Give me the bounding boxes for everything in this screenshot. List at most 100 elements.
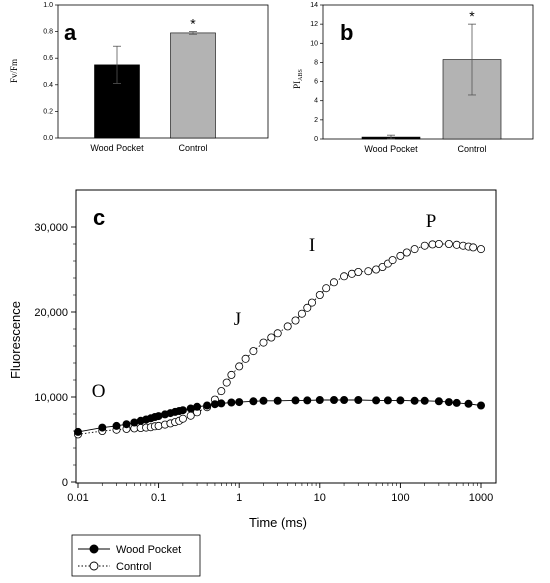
panel-b-y-tick-label: 10 — [310, 40, 318, 47]
data-point-wood-pocket — [329, 395, 338, 404]
legend-marker-wood-pocket — [89, 544, 99, 554]
data-point-control — [222, 378, 231, 387]
panel-b-plot-area — [322, 4, 534, 140]
panel-b-y-tick-label: 2 — [314, 117, 318, 124]
panel-b-significance-marker: * — [469, 8, 475, 24]
panel-b-y-axis-label: PIABS — [292, 69, 304, 89]
legend-label-control: Control — [116, 561, 151, 573]
data-point-wood-pocket — [178, 406, 187, 415]
data-point-wood-pocket — [259, 396, 268, 405]
data-point-control — [476, 245, 485, 254]
panel-a-bar-control — [170, 32, 216, 139]
data-point-wood-pocket — [452, 398, 461, 407]
data-point-wood-pocket — [410, 396, 419, 405]
panel-a-y-tick-label: 0.4 — [43, 82, 53, 89]
data-point-wood-pocket — [98, 423, 107, 432]
panel-a-y-tick-label: 1.0 — [43, 2, 53, 9]
data-point-control — [178, 414, 187, 423]
data-point-wood-pocket — [235, 398, 244, 407]
data-point-control — [364, 267, 373, 276]
data-point-wood-pocket — [112, 421, 121, 430]
data-point-control — [315, 290, 324, 299]
panel-b-y-tick-label: 14 — [310, 2, 318, 9]
data-point-wood-pocket — [227, 398, 236, 407]
data-point-control — [283, 322, 292, 331]
panel-b-y-tick-label: 12 — [310, 21, 318, 28]
legend-marker-control — [89, 561, 99, 571]
data-point-control — [340, 272, 349, 281]
panel-a-y-axis-label: Fv/Fm — [9, 59, 19, 83]
data-point-control — [410, 245, 419, 254]
data-point-wood-pocket — [122, 420, 131, 429]
panel-a-category-label: Control — [178, 143, 207, 153]
data-point-wood-pocket — [291, 396, 300, 405]
data-point-control — [354, 267, 363, 276]
panel-a-category-label: Wood Pocket — [90, 143, 144, 153]
data-point-control — [241, 354, 250, 363]
data-point-control — [402, 248, 411, 257]
data-point-wood-pocket — [383, 396, 392, 405]
panel-c-y-tick-label: 20,000 — [34, 307, 68, 319]
phase-label-o: O — [92, 381, 106, 402]
panel-c-y-tick-label: 30,000 — [34, 222, 68, 234]
panel-c-y-axis-label: Fluorescence — [8, 301, 23, 379]
data-point-control — [307, 298, 316, 307]
panel-a-y-tick-label: 0.6 — [43, 55, 53, 62]
data-point-control — [388, 256, 397, 265]
data-point-control — [267, 333, 276, 342]
data-point-control — [322, 284, 331, 293]
data-point-wood-pocket — [249, 397, 258, 406]
panel-a-y-tick-label: 0.0 — [43, 135, 53, 142]
data-point-control — [235, 362, 244, 371]
data-point-wood-pocket — [273, 396, 282, 405]
panel-a-y-tick-label: 0.2 — [43, 108, 53, 115]
data-point-wood-pocket — [340, 395, 349, 404]
data-point-control — [273, 329, 282, 338]
data-point-wood-pocket — [372, 396, 381, 405]
data-point-wood-pocket — [315, 395, 324, 404]
data-point-wood-pocket — [217, 399, 226, 408]
panel-c-x-tick-label: 1 — [236, 492, 242, 504]
panel-c-x-tick-label: 10 — [314, 492, 326, 504]
data-point-control — [154, 421, 163, 430]
data-point-control — [469, 243, 478, 252]
panel-a-plot-area — [57, 4, 269, 139]
phase-label-p: P — [426, 211, 437, 232]
data-point-wood-pocket — [420, 396, 429, 405]
panel-b-y-tick-label: 0 — [314, 136, 318, 143]
data-point-control — [291, 316, 300, 325]
legend: Wood Pocket Control — [71, 534, 201, 577]
panel-b-label: b — [340, 20, 353, 45]
panel-b-y-tick-label: 4 — [314, 98, 318, 105]
data-point-control — [434, 239, 443, 248]
data-point-control — [227, 370, 236, 379]
panel-b-category-label: Control — [457, 144, 486, 154]
phase-label-j: J — [234, 309, 241, 330]
panel-c-y-tick-label: 0 — [62, 477, 68, 489]
panel-c-y-tick-label: 10,000 — [34, 392, 68, 404]
panel-b-y-tick-label: 8 — [314, 59, 318, 66]
data-point-control — [249, 347, 258, 356]
chart-panel-a: a Fv/Fm 0.0 0.2 0.4 0.6 0.8 1.0 Wood Pocket * C… — [9, 2, 269, 153]
panel-a-y-tick-label: 0.8 — [43, 29, 53, 36]
data-point-control — [217, 387, 226, 396]
data-point-wood-pocket — [434, 397, 443, 406]
panel-a-significance-marker: * — [190, 16, 196, 32]
panel-b-y-axis-label-main: PI — [292, 81, 302, 89]
panel-b-category-label: Wood Pocket — [364, 144, 418, 154]
panel-c-x-axis-label: Time (ms) — [249, 515, 307, 530]
panel-b-y-tick-label: 6 — [314, 79, 318, 86]
data-point-control — [297, 309, 306, 318]
data-point-control — [303, 303, 312, 312]
data-point-control — [396, 251, 405, 260]
data-point-control — [444, 239, 453, 248]
data-point-wood-pocket — [476, 401, 485, 410]
panel-a-label: a — [64, 20, 77, 45]
chart-panel-b: b PIABS 0 2 4 6 8 10 12 14 Wood Pocket * Control — [292, 2, 534, 154]
data-point-control — [420, 241, 429, 250]
data-point-control — [329, 278, 338, 287]
data-point-wood-pocket — [203, 401, 212, 410]
data-point-wood-pocket — [354, 395, 363, 404]
panel-c-x-tick-label: 1000 — [469, 492, 493, 504]
